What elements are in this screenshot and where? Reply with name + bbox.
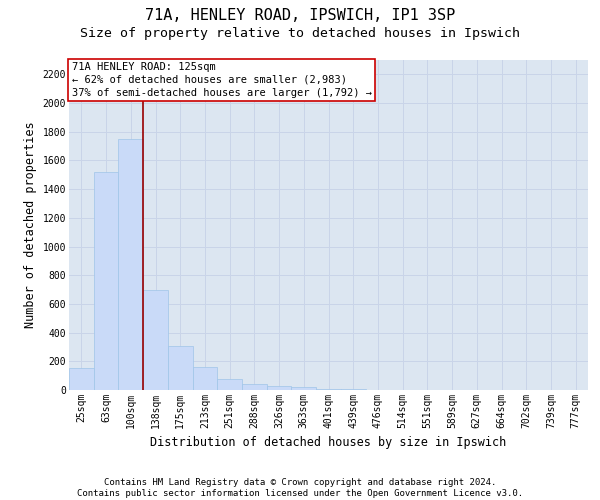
Text: 71A HENLEY ROAD: 125sqm
← 62% of detached houses are smaller (2,983)
37% of semi: 71A HENLEY ROAD: 125sqm ← 62% of detache… — [71, 62, 371, 98]
Bar — [193, 367, 217, 390]
X-axis label: Distribution of detached houses by size in Ipswich: Distribution of detached houses by size … — [151, 436, 506, 450]
Y-axis label: Number of detached properties: Number of detached properties — [24, 122, 37, 328]
Bar — [292, 388, 316, 390]
Bar — [69, 368, 94, 390]
Text: Size of property relative to detached houses in Ipswich: Size of property relative to detached ho… — [80, 28, 520, 40]
Bar — [143, 290, 168, 390]
Bar — [316, 389, 341, 390]
Text: 71A, HENLEY ROAD, IPSWICH, IP1 3SP: 71A, HENLEY ROAD, IPSWICH, IP1 3SP — [145, 8, 455, 22]
Bar — [217, 378, 242, 390]
Bar — [267, 386, 292, 390]
Bar — [168, 346, 193, 390]
Bar — [242, 384, 267, 390]
Bar — [118, 139, 143, 390]
Bar — [94, 172, 118, 390]
Text: Contains HM Land Registry data © Crown copyright and database right 2024.
Contai: Contains HM Land Registry data © Crown c… — [77, 478, 523, 498]
